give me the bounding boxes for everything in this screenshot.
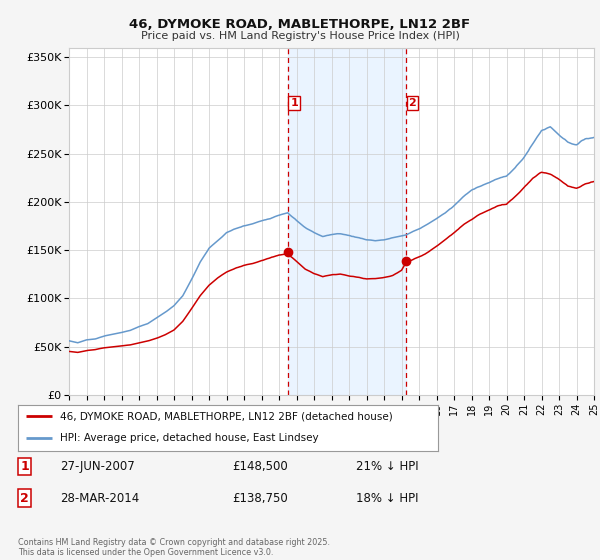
Text: 18% ↓ HPI: 18% ↓ HPI: [356, 492, 419, 505]
Text: 46, DYMOKE ROAD, MABLETHORPE, LN12 2BF (detached house): 46, DYMOKE ROAD, MABLETHORPE, LN12 2BF (…: [60, 412, 393, 421]
Text: 28-MAR-2014: 28-MAR-2014: [60, 492, 140, 505]
Bar: [288, 48, 406, 395]
Text: 1: 1: [20, 460, 29, 473]
Text: Price paid vs. HM Land Registry's House Price Index (HPI): Price paid vs. HM Land Registry's House …: [140, 31, 460, 41]
Text: 2: 2: [409, 97, 416, 108]
Text: £148,500: £148,500: [232, 460, 288, 473]
Text: 21% ↓ HPI: 21% ↓ HPI: [356, 460, 419, 473]
Text: £138,750: £138,750: [232, 492, 288, 505]
Text: HPI: Average price, detached house, East Lindsey: HPI: Average price, detached house, East…: [60, 433, 319, 443]
Text: Contains HM Land Registry data © Crown copyright and database right 2025.
This d: Contains HM Land Registry data © Crown c…: [18, 538, 330, 557]
Text: 27-JUN-2007: 27-JUN-2007: [60, 460, 135, 473]
Text: 1: 1: [290, 97, 298, 108]
Text: 2: 2: [20, 492, 29, 505]
Text: 46, DYMOKE ROAD, MABLETHORPE, LN12 2BF: 46, DYMOKE ROAD, MABLETHORPE, LN12 2BF: [130, 18, 470, 31]
